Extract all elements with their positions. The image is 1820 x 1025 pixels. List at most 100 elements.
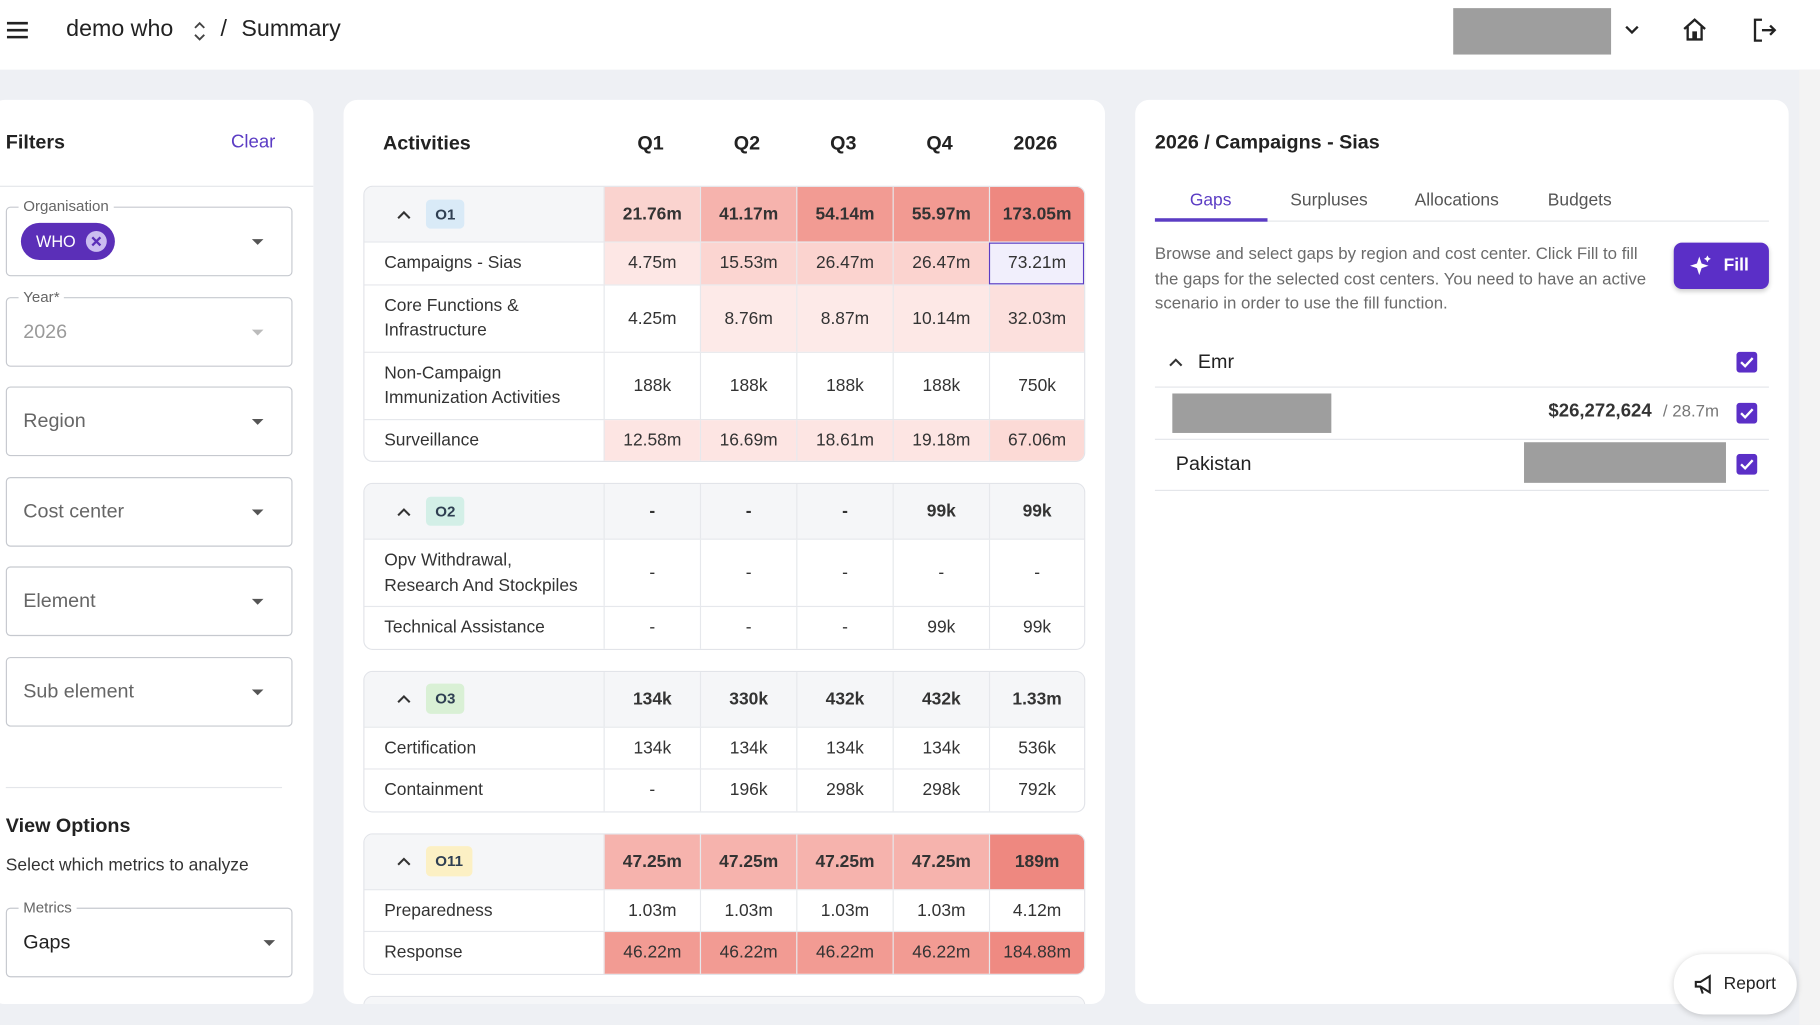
activity-value[interactable]: 4.75m <box>603 242 700 284</box>
collapse-icon[interactable] <box>396 207 412 221</box>
activity-value[interactable]: 26.47m <box>796 242 893 284</box>
activity-value[interactable]: 134k <box>892 727 989 769</box>
activity-value[interactable]: 196k <box>699 769 796 811</box>
chip-remove[interactable] <box>85 230 108 253</box>
activity-value[interactable]: 10.14m <box>892 284 989 352</box>
activity-value[interactable]: 46.22m <box>892 932 989 974</box>
activity-value[interactable]: 16.69m <box>699 419 797 461</box>
group-total: 432k <box>892 671 989 727</box>
group-header[interactable]: O3 134k 330k 432k 432k 1.33m <box>364 671 1085 727</box>
home-icon[interactable] <box>1681 16 1709 44</box>
activity-value[interactable]: 298k <box>796 769 892 811</box>
activity-value[interactable]: 134k <box>603 727 700 769</box>
tab-indicator <box>1154 218 1268 222</box>
tab[interactable]: Gaps <box>1189 190 1232 211</box>
metrics-field[interactable]: Metrics Gaps <box>5 898 293 978</box>
activity-value[interactable]: 12.58m <box>603 419 700 461</box>
activity-row[interactable]: Preparedness 1.03m 1.03m 1.03m 1.03m 4.12m <box>364 888 1085 931</box>
activity-value[interactable]: 298k <box>892 769 989 811</box>
activity-value[interactable]: 46.22m <box>699 932 797 974</box>
collapse-icon[interactable] <box>396 692 412 706</box>
activity-value[interactable]: 4.12m <box>988 889 1084 931</box>
activity-value[interactable]: 1.03m <box>603 889 700 931</box>
activity-value[interactable]: 32.03m <box>988 284 1085 352</box>
tab[interactable]: Budgets <box>1547 190 1612 211</box>
activity-value[interactable]: 18.61m <box>796 419 893 461</box>
logout-icon[interactable] <box>1750 16 1778 44</box>
activity-value[interactable]: 134k <box>796 727 892 769</box>
report-button[interactable]: Report <box>1673 954 1797 1015</box>
activity-value[interactable]: 67.06m <box>988 419 1085 461</box>
activity-value[interactable]: 536k <box>988 727 1084 769</box>
activity-value[interactable]: 99k <box>892 607 989 649</box>
activity-value[interactable]: 188k <box>603 352 700 419</box>
filter-field[interactable]: Year* 2026 <box>5 287 293 367</box>
filter-field[interactable]: Element <box>5 566 293 637</box>
tab[interactable]: Surpluses <box>1290 190 1368 211</box>
activity-value[interactable]: 184.88m <box>988 932 1085 974</box>
activity-value[interactable]: 188k <box>892 352 989 419</box>
checkbox[interactable] <box>1736 402 1758 424</box>
activity-name: Certification <box>384 737 477 758</box>
activity-value[interactable]: 26.47m <box>892 242 989 284</box>
activity-value[interactable]: 1.03m <box>796 889 892 931</box>
activity-value[interactable]: - <box>603 769 700 811</box>
activity-value[interactable]: 792k <box>988 769 1084 811</box>
activity-value[interactable]: - <box>603 539 700 606</box>
activity-value[interactable]: 8.87m <box>796 284 893 352</box>
activity-value[interactable]: - <box>796 539 892 606</box>
fill-button[interactable]: Fill <box>1673 242 1769 290</box>
activity-value[interactable]: 73.21m <box>988 242 1085 284</box>
activity-value[interactable]: 15.53m <box>699 242 797 284</box>
activity-value[interactable]: - <box>988 539 1084 606</box>
group-total: 432k <box>796 671 892 727</box>
activity-row[interactable]: Non-Campaign Immunization Activities 188k… <box>364 351 1085 419</box>
activity-value[interactable]: - <box>892 539 989 606</box>
filter-field[interactable]: Organisation WHO <box>5 197 293 277</box>
filter-field[interactable]: Region <box>5 386 293 457</box>
collapse-icon[interactable] <box>396 504 412 518</box>
checkbox[interactable] <box>1736 453 1758 475</box>
activity-value[interactable]: 134k <box>699 727 796 769</box>
activity-row[interactable]: Containment -196k 298k 298k 792k <box>364 768 1085 811</box>
activity-row[interactable]: Surveillance 12.58m 16.69m 18.61m 19.18m 67.0… <box>364 418 1085 461</box>
activity-value[interactable]: 1.03m <box>892 889 989 931</box>
filter-field[interactable]: Cost center <box>5 477 293 547</box>
collapse-icon[interactable] <box>1168 355 1184 369</box>
clear-button[interactable]: Clear <box>230 132 276 153</box>
activity-value[interactable]: 99k <box>988 607 1084 649</box>
activity-value[interactable]: 19.18m <box>892 419 989 461</box>
tab[interactable]: Allocations <box>1414 190 1499 211</box>
activity-value[interactable]: - <box>699 607 796 649</box>
activity-value[interactable]: - <box>796 607 892 649</box>
activity-value[interactable]: 4.25m <box>603 284 700 352</box>
filter-field[interactable]: Sub element <box>5 656 293 727</box>
group-header[interactable]: O1 21.76m 41.17m 54.14m 55.97m 173.05m <box>364 186 1085 242</box>
activity-value[interactable]: 1.03m <box>699 889 796 931</box>
group-total: - <box>796 484 892 539</box>
group-header[interactable]: O2- - -99k 99k <box>364 484 1085 539</box>
switch-icon[interactable] <box>192 20 208 43</box>
group-header[interactable]: O11 47.25m 47.25m 47.25m 47.25m 189m <box>364 833 1085 889</box>
field-placeholder: Sub element <box>23 680 135 703</box>
user-menu-icon[interactable] <box>1623 22 1642 38</box>
activity-value[interactable]: 8.76m <box>699 284 797 352</box>
activity-row[interactable]: Opv Withdrawal, Research And Stockpiles -… <box>364 538 1085 606</box>
activity-value[interactable]: 750k <box>988 352 1084 419</box>
activity-value[interactable]: 188k <box>699 352 796 419</box>
activity-row[interactable]: Response 46.22m 46.22m 46.22m 46.22m 184.88m <box>364 930 1085 974</box>
activity-row[interactable]: Campaigns - Sias 4.75m 15.53m 26.47m 26.47m 7… <box>364 241 1085 284</box>
collapse-icon[interactable] <box>396 854 412 868</box>
checkbox[interactable] <box>1736 351 1758 373</box>
activity-row[interactable]: Certification 134k 134k 134k 134k 536k <box>364 726 1085 769</box>
workspace[interactable]: demo who <box>66 16 174 42</box>
activity-value[interactable]: 46.22m <box>603 932 700 974</box>
activity-value[interactable]: - <box>699 539 796 606</box>
activity-row[interactable]: Technical Assistance - - -99k 99k <box>364 605 1085 649</box>
activity-value[interactable]: 188k <box>796 352 892 419</box>
activity-row[interactable]: Core Functions & Infrastructure 4.25m 8.76… <box>364 283 1085 352</box>
activity-value[interactable]: 46.22m <box>796 932 893 974</box>
menu-icon[interactable] <box>5 19 31 42</box>
activity-value[interactable]: - <box>603 607 700 649</box>
sparkle-icon <box>1689 255 1711 276</box>
